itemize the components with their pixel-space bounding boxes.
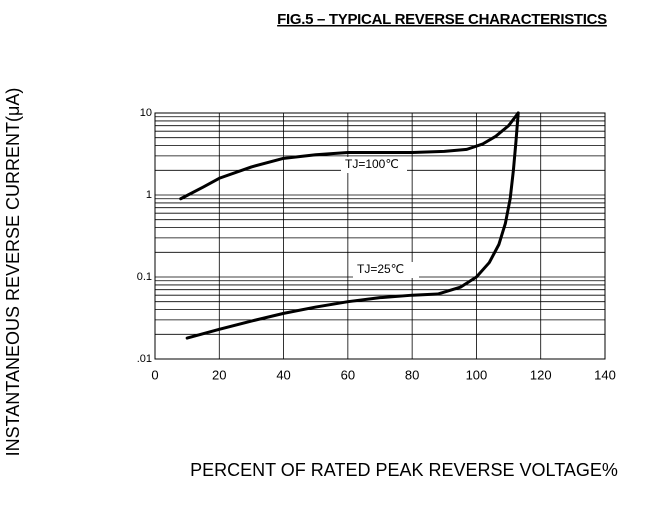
series-label: TJ=25℃ [357,262,404,276]
x-tick-label: 140 [594,367,616,382]
series-line [179,111,520,201]
x-tick-label: 80 [405,367,419,382]
x-tick-label: 100 [466,367,488,382]
series-line [185,111,520,340]
y-tick-label: 0.1 [137,271,152,283]
x-tick-label: 60 [341,367,355,382]
y-tick-label: .01 [137,353,152,365]
x-tick-label: 0 [151,367,158,382]
series-label-bg [353,262,419,278]
y-tick-label: 1 [146,189,152,201]
x-tick-label: 20 [212,367,226,382]
x-tick-label: 120 [530,367,552,382]
series-label: TJ=100℃ [345,157,399,171]
x-tick-label: 40 [276,367,290,382]
series-label-bg [341,157,407,173]
y-axis-label: INSTANTANEOUS REVERSE CURRENT(μA) [3,88,23,457]
plot-frame [154,112,606,360]
x-axis-label: PERCENT OF RATED PEAK REVERSE VOLTAGE% [190,460,618,480]
chart-title: FIG.5 – TYPICAL REVERSE CHARACTERISTICS [277,11,607,28]
y-tick-label: 10 [140,107,152,119]
